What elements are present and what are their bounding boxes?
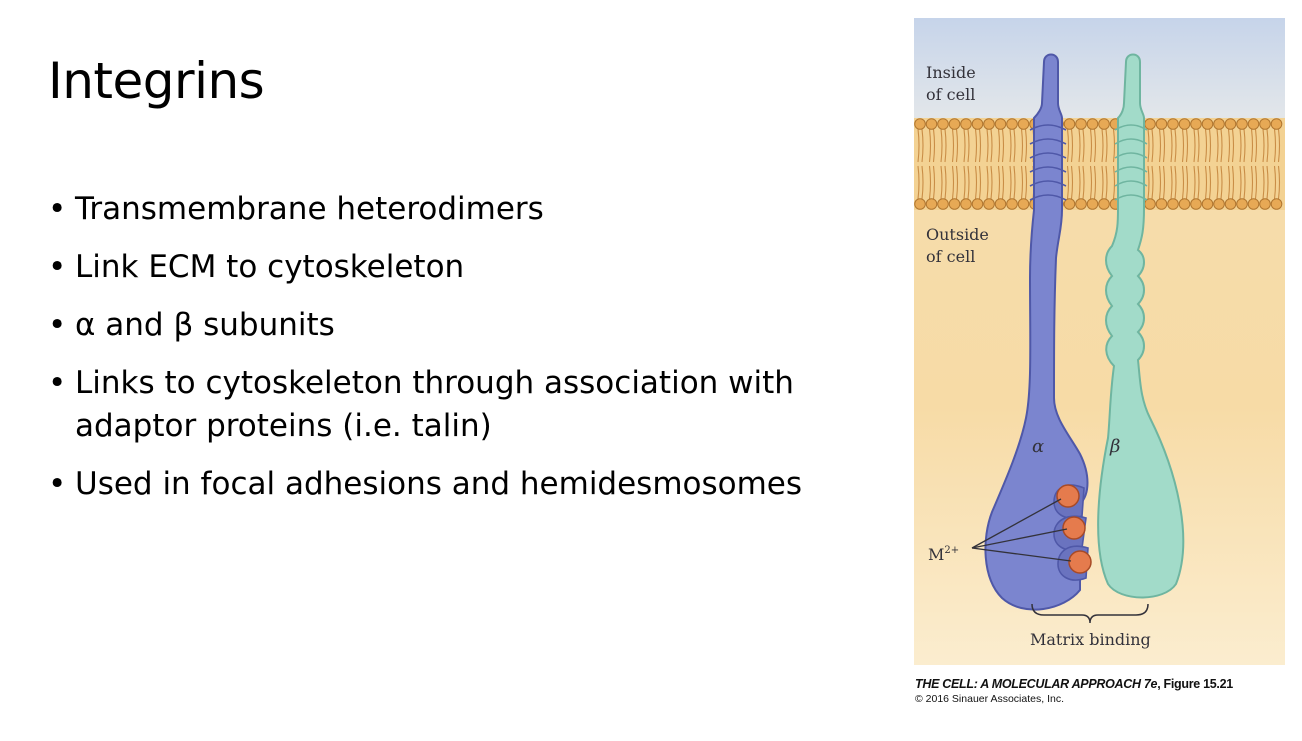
metal-ions bbox=[971, 484, 1092, 574]
beta-label: β bbox=[1109, 436, 1120, 457]
background bbox=[914, 18, 1285, 665]
bullet-item: Links to cytoskeleton through associatio… bbox=[48, 362, 878, 448]
lipid-bilayer bbox=[914, 118, 1285, 210]
alpha-label: α bbox=[1032, 436, 1044, 457]
matrix-binding-label: Matrix binding bbox=[1030, 630, 1151, 649]
figure-caption: THE CELL: A MOLECULAR APPROACH 7e, Figur… bbox=[915, 677, 1233, 705]
slide-title: Integrins bbox=[48, 52, 265, 110]
caption-book-title: THE CELL: A MOLECULAR APPROACH 7e bbox=[915, 677, 1158, 691]
caption-copyright: © 2016 Sinauer Associates, Inc. bbox=[915, 693, 1064, 705]
integrin-figure: Inside of cell Outside of cell α β M2+ M… bbox=[914, 18, 1285, 665]
caption-figure-ref: , Figure 15.21 bbox=[1157, 677, 1233, 691]
metal-ion-label: M2+ bbox=[928, 545, 959, 564]
bullet-item: Link ECM to cytoskeleton bbox=[48, 246, 878, 289]
bullet-item: α and β subunits bbox=[48, 304, 878, 347]
inside-label-1: Inside bbox=[926, 63, 976, 82]
bullet-list: Transmembrane heterodimers Link ECM to c… bbox=[48, 188, 878, 521]
caption-source: THE CELL: A MOLECULAR APPROACH 7e, Figur… bbox=[915, 677, 1233, 691]
matrix-binding-brace bbox=[1031, 603, 1149, 624]
outside-label-2: of cell bbox=[926, 247, 975, 266]
bullet-item: Transmembrane heterodimers bbox=[48, 188, 878, 231]
outside-label-1: Outside bbox=[926, 225, 989, 244]
alpha-subunit bbox=[984, 53, 1089, 611]
integrin-diagram: Inside of cell Outside of cell α β M2+ M… bbox=[914, 18, 1285, 665]
beta-subunit bbox=[1097, 53, 1185, 599]
bullet-item: Used in focal adhesions and hemidesmosom… bbox=[48, 463, 878, 506]
inside-label-2: of cell bbox=[926, 85, 975, 104]
